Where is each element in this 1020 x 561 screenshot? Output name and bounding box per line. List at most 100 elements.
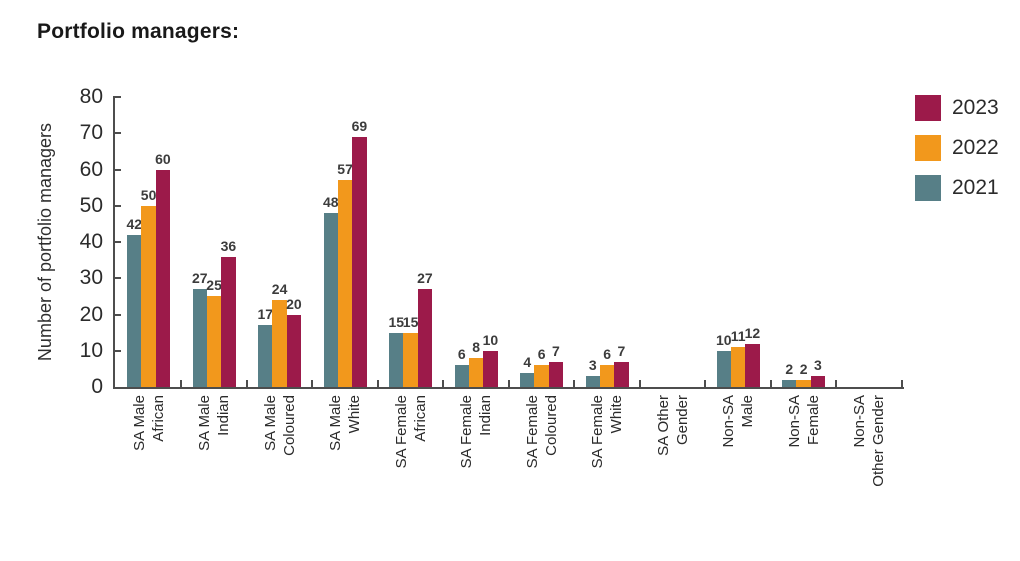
bar-value-label: 27	[417, 270, 433, 287]
bar	[337, 180, 353, 387]
bar-value-label: 60	[155, 150, 171, 167]
bar-value-label: 48	[323, 194, 339, 210]
bar-value-label: 10	[482, 331, 499, 348]
x-tick	[835, 380, 838, 387]
x-axis-label: Non-SA Other Gender	[850, 395, 888, 545]
bar-value-label: 11	[730, 328, 746, 345]
bar-value-label: 3	[588, 357, 597, 374]
x-axis-label-line: African	[149, 395, 167, 442]
legend-label: 2023	[952, 96, 999, 119]
y-tick-label: 0	[91, 375, 103, 398]
y-tick-label: 40	[79, 230, 103, 253]
x-axis-label-line: Male	[739, 395, 757, 428]
x-axis-label: SA Male Indian	[195, 395, 233, 545]
x-axis-label-line: Indian	[215, 395, 233, 436]
y-tick-label: 50	[79, 193, 103, 217]
bar	[730, 347, 746, 387]
x-axis-label-line: SA Other	[654, 395, 672, 456]
x-axis-label: SA Female Coloured	[523, 395, 561, 545]
y-tick	[115, 241, 121, 243]
bar-value-label: 4	[523, 353, 532, 370]
bar	[585, 376, 600, 387]
x-axis-label-line: Gender	[673, 395, 691, 446]
y-tick-label: 10	[79, 338, 103, 362]
y-tick-label: 30	[79, 266, 103, 290]
y-tick-label: 20	[79, 302, 103, 326]
bar-value-label: 12	[744, 324, 761, 341]
y-tick	[115, 132, 121, 135]
bar	[141, 205, 156, 387]
x-axis-label: Non-SA Male	[719, 395, 757, 545]
x-axis-line	[113, 387, 904, 389]
chart-title: Portfolio managers:	[37, 20, 240, 43]
x-axis-label-line: SA Female	[589, 395, 607, 469]
bar	[548, 361, 564, 387]
legend-item: 2021	[915, 175, 1020, 201]
bar	[389, 332, 404, 387]
x-tick	[769, 380, 772, 387]
x-axis-label: SA Female Indian	[457, 395, 495, 545]
x-tick	[311, 380, 314, 387]
bar	[403, 332, 418, 387]
x-axis-label: SA Female White	[588, 395, 626, 545]
bar-value-label: 25	[206, 277, 222, 294]
y-tick	[115, 96, 121, 98]
y-axis-line	[113, 96, 115, 389]
bar	[796, 379, 811, 387]
x-axis-label-line: SA Male	[261, 395, 279, 451]
bar	[258, 325, 273, 387]
bar	[127, 234, 142, 387]
bar	[192, 289, 207, 387]
y-tick	[115, 313, 121, 316]
bar-value-label: 15	[402, 313, 419, 330]
x-tick	[507, 380, 510, 387]
bar-value-label: 10	[716, 331, 732, 348]
x-axis-label-line: White	[608, 395, 626, 434]
bar	[810, 376, 826, 387]
x-axis-label-line: Coloured	[542, 395, 560, 456]
bar	[599, 365, 615, 387]
x-axis-label-line: SA Male	[327, 395, 345, 451]
bar-value-label: 15	[388, 313, 405, 330]
legend-item: 2023	[915, 95, 1020, 121]
x-tick	[245, 380, 248, 387]
bar	[323, 213, 338, 387]
bar	[206, 296, 222, 387]
y-tick	[115, 349, 121, 352]
bar-value-label: 42	[126, 215, 143, 232]
bar-value-label: 20	[286, 295, 302, 312]
x-tick	[573, 380, 576, 387]
x-axis-label: SA Other Gender	[654, 395, 692, 545]
y-tick-label: 80	[79, 85, 103, 108]
bar	[286, 314, 302, 387]
x-axis-label-line: Female	[804, 395, 822, 446]
legend-swatch	[915, 135, 941, 161]
x-tick	[704, 380, 707, 387]
bar-value-label: 50	[140, 186, 157, 203]
x-axis-label-line: SA Female	[458, 395, 476, 469]
bar	[454, 365, 469, 387]
y-tick-label: 60	[79, 157, 103, 181]
y-tick-label: 70	[79, 121, 103, 145]
bar	[352, 136, 367, 387]
bar	[716, 350, 731, 387]
bar-value-label: 8	[472, 339, 480, 355]
bar	[221, 256, 236, 387]
x-axis-label: SA Female African	[392, 395, 430, 545]
x-tick	[180, 380, 183, 387]
bar-value-label: 3	[813, 357, 822, 374]
bar-value-label: 17	[257, 306, 274, 323]
legend-swatch	[915, 95, 941, 121]
x-axis-label: SA Male Coloured	[261, 395, 299, 545]
bar-value-label: 7	[617, 342, 626, 359]
bar	[520, 372, 535, 387]
legend-label: 2021	[952, 176, 999, 199]
x-tick	[376, 380, 379, 387]
bar-value-label: 27	[192, 270, 208, 287]
x-axis-label: Non-SA Female	[785, 395, 823, 545]
bar	[534, 365, 549, 387]
x-axis-label: SA Male White	[326, 395, 364, 545]
x-axis-label-line: Other Gender	[870, 395, 888, 487]
x-axis-label: SA Male African	[130, 395, 168, 545]
